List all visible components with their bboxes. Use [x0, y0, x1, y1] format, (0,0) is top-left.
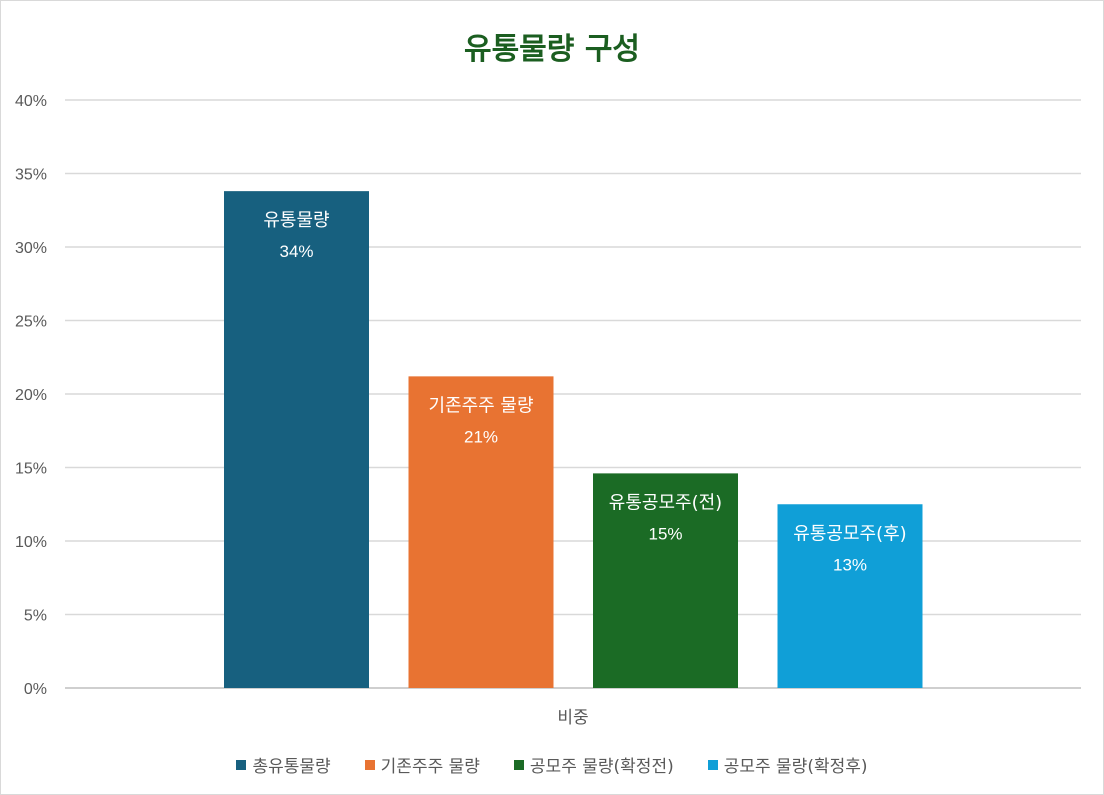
legend-swatch — [364, 759, 375, 770]
legend-swatch — [236, 759, 247, 770]
bar-value-label: 34% — [279, 242, 313, 261]
y-tick-label: 25% — [15, 314, 47, 331]
legend-item: 총유통물량 — [236, 752, 331, 777]
y-tick-label: 15% — [15, 461, 47, 478]
bar-label: 유통공모주(후) — [793, 523, 906, 544]
bar — [408, 376, 554, 688]
bar-value-label: 15% — [648, 524, 682, 543]
legend-swatch — [707, 759, 718, 770]
y-tick-label: 40% — [15, 93, 47, 110]
bar — [593, 473, 738, 688]
y-tick-label: 10% — [15, 534, 47, 551]
legend-item: 공모주 물량(확정후) — [707, 752, 868, 777]
legend-item: 공모주 물량(확정전) — [513, 752, 674, 777]
bar-label: 유통공모주(전) — [609, 492, 722, 513]
y-tick-label: 0% — [24, 681, 47, 698]
legend-item: 기존주주 물량 — [364, 752, 480, 777]
bar-label: 기존주주 물량 — [428, 395, 533, 416]
chart-legend: 총유통물량 기존주주 물량 공모주 물량(확정전) 공모주 물량(확정후) — [0, 752, 1104, 777]
legend-label: 기존주주 물량 — [380, 757, 480, 777]
bar-label: 유통물량 — [263, 210, 329, 231]
x-category-label: 비중 — [557, 708, 588, 728]
y-tick-label: 35% — [15, 167, 47, 184]
y-tick-label: 30% — [15, 240, 47, 257]
legend-label: 공모주 물량(확정후) — [723, 757, 868, 777]
bar — [224, 191, 369, 688]
legend-label: 총유통물량 — [252, 757, 331, 777]
chart-title: 유통물량 구성 — [463, 32, 641, 67]
bar-value-label: 21% — [464, 427, 498, 446]
legend-label: 공모주 물량(확정전) — [529, 757, 674, 777]
y-tick-label: 20% — [15, 387, 47, 404]
y-tick-label: 5% — [24, 608, 47, 625]
legend-swatch — [513, 759, 524, 770]
bar — [777, 504, 923, 688]
bar-chart: 0% 5% 10% 15% 20% 25% 30% 35% 40% 유통물량 34% 기존주주 물량 2… — [15, 93, 1081, 728]
bar-value-label: 13% — [833, 555, 867, 574]
